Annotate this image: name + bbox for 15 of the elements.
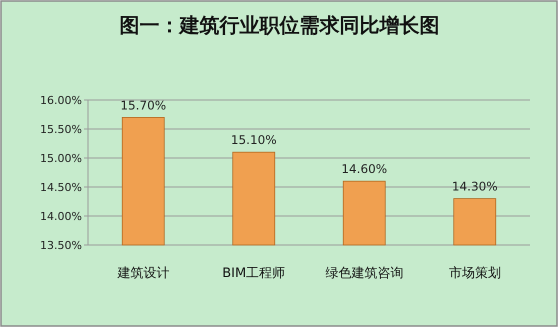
data-label: 14.30% (452, 180, 498, 194)
y-tick-label: 14.00% (40, 210, 82, 223)
y-tick-label: 13.50% (40, 239, 82, 252)
x-tick-label: 绿色建筑咨询 (325, 266, 404, 281)
data-label: 15.10% (230, 133, 277, 148)
y-tick-label: 15.50% (40, 123, 82, 136)
x-tick-label: BIM工程师 (222, 266, 286, 281)
x-tick-label: 建筑设计 (116, 266, 170, 281)
y-tick-label: 15.00% (40, 152, 82, 165)
x-tick-label: 市场策划 (448, 266, 501, 281)
y-tick-label: 14.50% (40, 181, 82, 194)
y-tick-label: 16.00% (40, 94, 82, 107)
data-label: 14.60% (341, 162, 388, 176)
chart-title: 图一：建筑行业职位需求同比增长图 (120, 13, 440, 37)
data-label: 15.70% (120, 98, 166, 112)
